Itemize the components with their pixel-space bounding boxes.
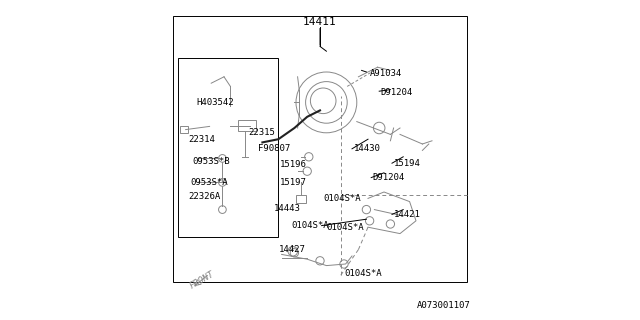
Text: 0953S*A: 0953S*A xyxy=(191,178,228,187)
Text: F90807: F90807 xyxy=(258,144,290,153)
Text: H403542: H403542 xyxy=(197,98,234,107)
Text: D91204: D91204 xyxy=(372,173,405,182)
Text: FRONT: FRONT xyxy=(188,269,216,291)
Text: A073001107: A073001107 xyxy=(417,301,470,310)
Text: 14430: 14430 xyxy=(354,144,380,153)
Bar xyxy=(178,58,278,237)
Text: 14427: 14427 xyxy=(278,245,305,254)
Text: 0953S*B: 0953S*B xyxy=(192,157,230,166)
Bar xyxy=(180,126,188,133)
Text: 15196: 15196 xyxy=(280,160,307,169)
Text: D91204: D91204 xyxy=(381,88,413,97)
Text: 15197: 15197 xyxy=(280,178,307,187)
Text: 22314: 22314 xyxy=(189,135,216,144)
Text: 0104S*A: 0104S*A xyxy=(344,269,381,278)
Bar xyxy=(296,195,306,203)
Text: A91034: A91034 xyxy=(370,69,402,78)
Text: 14443: 14443 xyxy=(274,204,300,212)
Bar xyxy=(173,16,467,282)
Text: 0104S*A: 0104S*A xyxy=(326,223,364,232)
Text: 0104S*A: 0104S*A xyxy=(323,194,361,203)
Text: 14411: 14411 xyxy=(303,17,337,28)
Text: 22315: 22315 xyxy=(248,128,275,137)
Text: 15194: 15194 xyxy=(394,159,420,168)
Text: 22326A: 22326A xyxy=(189,192,221,201)
Bar xyxy=(239,120,256,131)
Text: 0104S*A: 0104S*A xyxy=(291,221,329,230)
Text: 14421: 14421 xyxy=(394,210,420,219)
